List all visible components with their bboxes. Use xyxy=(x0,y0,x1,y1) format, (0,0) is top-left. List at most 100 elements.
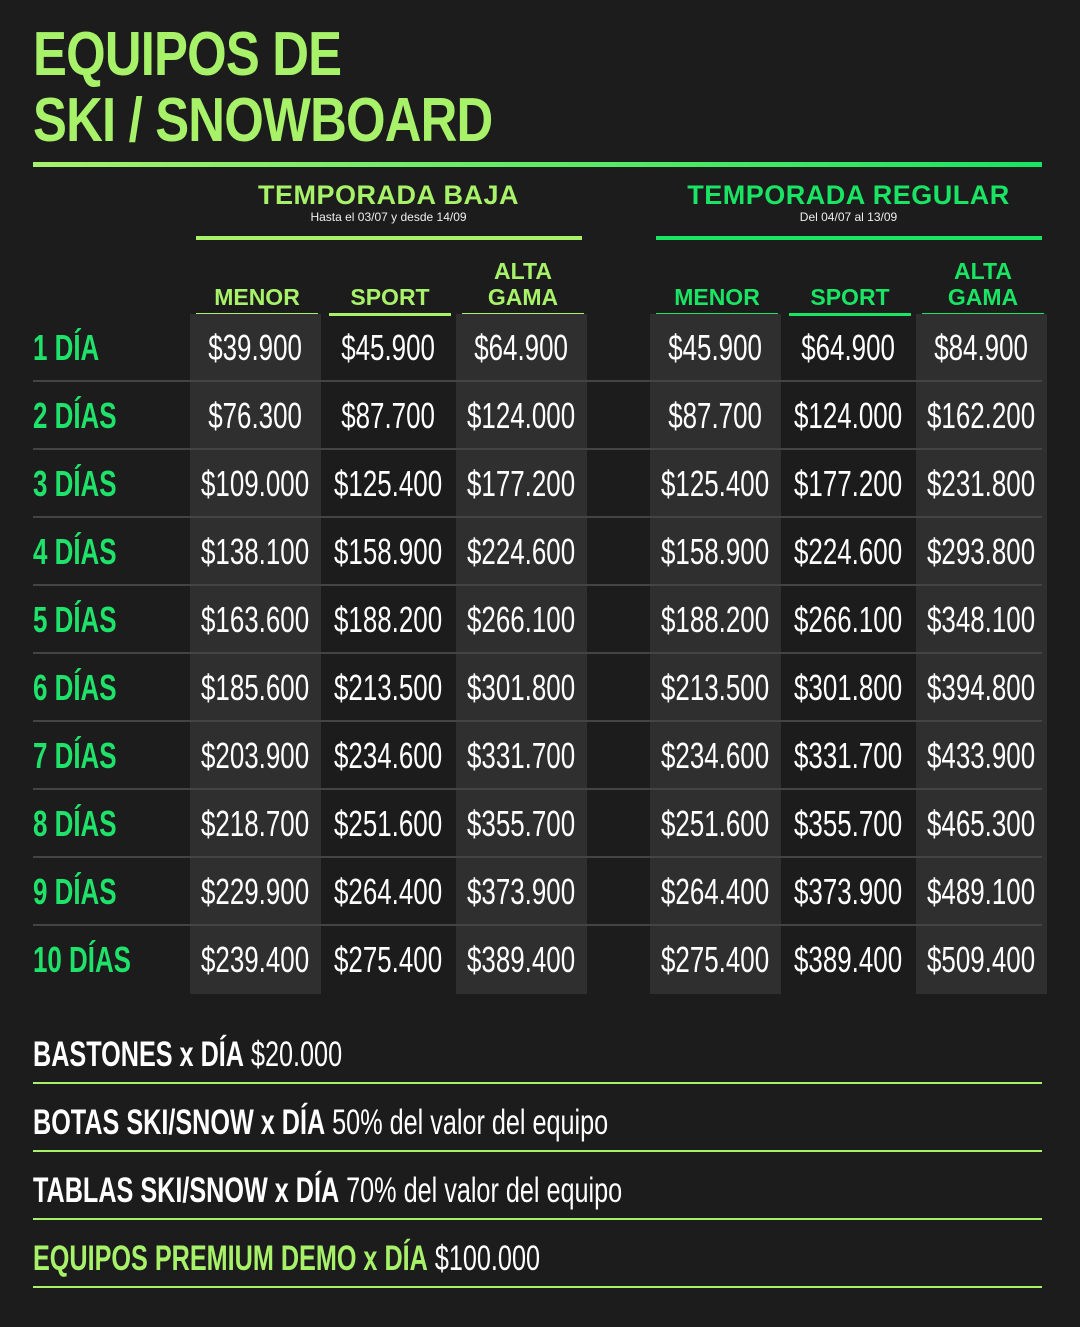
extra-item: EQUIPOS PREMIUM DEMO x DÍA $100.000 xyxy=(33,1234,737,1284)
row-label: 7 DÍAS xyxy=(33,722,149,790)
season-divider xyxy=(656,236,1042,240)
price-cell: $509.400 xyxy=(916,926,1047,994)
row-label: 5 DÍAS xyxy=(33,586,149,654)
column-header: ALTA GAMA xyxy=(487,258,559,310)
price-value: $275.400 xyxy=(334,939,443,980)
price-cell: $239.400 xyxy=(190,926,321,994)
title-line-2: SKI / SNOWBOARD xyxy=(33,86,493,155)
row-label: 1 DÍA xyxy=(33,314,125,382)
price-cell: $87.700 xyxy=(650,382,781,450)
row-label-text: 2 DÍAS xyxy=(33,395,117,436)
price-value: $264.400 xyxy=(661,871,770,912)
price-cell: $109.000 xyxy=(190,450,321,518)
price-cell: $373.900 xyxy=(783,858,914,926)
price-value: $87.700 xyxy=(341,395,436,436)
price-value: $239.400 xyxy=(201,939,310,980)
price-cell: $234.600 xyxy=(323,722,454,790)
price-value: $109.000 xyxy=(201,463,310,504)
price-cell: $45.900 xyxy=(323,314,454,382)
extra-text: BASTONES x DÍA $20.000 xyxy=(33,1035,342,1075)
price-value: $234.600 xyxy=(334,735,443,776)
price-cell: $348.100 xyxy=(916,586,1047,654)
price-cell: $177.200 xyxy=(456,450,587,518)
row-label: 9 DÍAS xyxy=(33,858,149,926)
price-cell: $394.800 xyxy=(916,654,1047,722)
extra-divider xyxy=(33,1218,1042,1220)
season-dates: Hasta el 03/07 y desde 14/09 xyxy=(310,210,467,224)
row-label: 8 DÍAS xyxy=(33,790,149,858)
season-name: TEMPORADA BAJA xyxy=(257,180,519,210)
extra-text: EQUIPOS PREMIUM DEMO x DÍA $100.000 xyxy=(33,1239,540,1279)
row-divider xyxy=(33,856,1042,858)
price-value: $124.000 xyxy=(467,395,576,436)
page-title: EQUIPOS DE SKI / SNOWBOARD xyxy=(33,22,593,154)
extra-item: TABLAS SKI/SNOW x DÍA 70% del valor del … xyxy=(33,1166,851,1216)
price-value: $125.400 xyxy=(334,463,443,504)
row-divider xyxy=(33,788,1042,790)
extra-value: $100.000 xyxy=(434,1239,540,1278)
price-cell: $218.700 xyxy=(190,790,321,858)
price-cell: $124.000 xyxy=(456,382,587,450)
price-cell: $373.900 xyxy=(456,858,587,926)
row-divider xyxy=(33,584,1042,586)
price-cell: $76.300 xyxy=(190,382,321,450)
column-header: MENOR xyxy=(214,284,300,310)
column-header: SPORT xyxy=(810,284,890,310)
price-value: $218.700 xyxy=(201,803,310,844)
price-value: $355.700 xyxy=(794,803,903,844)
column-header: MENOR xyxy=(674,284,760,310)
price-value: $509.400 xyxy=(927,939,1036,980)
price-value: $251.600 xyxy=(334,803,443,844)
extra-label: BOTAS SKI/SNOW x DÍA xyxy=(33,1103,326,1142)
price-value: $234.600 xyxy=(661,735,770,776)
extra-label: TABLAS SKI/SNOW x DÍA xyxy=(33,1171,340,1210)
price-value: $389.400 xyxy=(794,939,903,980)
price-value: $266.100 xyxy=(794,599,903,640)
price-value: $373.900 xyxy=(794,871,903,912)
row-label-text: 3 DÍAS xyxy=(33,463,117,504)
row-label: 2 DÍAS xyxy=(33,382,149,450)
price-value: $231.800 xyxy=(927,463,1036,504)
price-cell: $465.300 xyxy=(916,790,1047,858)
price-value: $293.800 xyxy=(927,531,1036,572)
price-value: $266.100 xyxy=(467,599,576,640)
price-value: $489.100 xyxy=(927,871,1036,912)
price-value: $158.900 xyxy=(661,531,770,572)
price-value: $87.700 xyxy=(668,395,763,436)
price-cell: $433.900 xyxy=(916,722,1047,790)
price-cell: $266.100 xyxy=(456,586,587,654)
extra-value: 70% del valor del equipo xyxy=(346,1171,623,1210)
price-cell: $301.800 xyxy=(783,654,914,722)
price-value: $45.900 xyxy=(668,327,763,368)
price-cell: $264.400 xyxy=(650,858,781,926)
price-value: $251.600 xyxy=(661,803,770,844)
season-dates: Del 04/07 al 13/09 xyxy=(799,210,898,224)
price-value: $39.900 xyxy=(208,327,303,368)
extra-label: BASTONES x DÍA xyxy=(33,1035,244,1074)
row-divider xyxy=(33,924,1042,926)
price-value: $224.600 xyxy=(467,531,576,572)
price-value: $373.900 xyxy=(467,871,576,912)
extra-divider xyxy=(33,1082,1042,1084)
price-cell: $203.900 xyxy=(190,722,321,790)
price-cell: $188.200 xyxy=(323,586,454,654)
price-value: $163.600 xyxy=(201,599,310,640)
price-cell: $213.500 xyxy=(323,654,454,722)
row-label-text: 5 DÍAS xyxy=(33,599,117,640)
price-value: $185.600 xyxy=(201,667,310,708)
price-cell: $275.400 xyxy=(323,926,454,994)
price-cell: $301.800 xyxy=(456,654,587,722)
row-label-text: 9 DÍAS xyxy=(33,871,117,912)
price-cell: $224.600 xyxy=(456,518,587,586)
row-label: 10 DÍAS xyxy=(33,926,169,994)
price-value: $229.900 xyxy=(201,871,310,912)
price-value: $331.700 xyxy=(794,735,903,776)
price-value: $394.800 xyxy=(927,667,1036,708)
price-cell: $229.900 xyxy=(190,858,321,926)
price-cell: $45.900 xyxy=(650,314,781,382)
price-cell: $331.700 xyxy=(456,722,587,790)
price-cell: $163.600 xyxy=(190,586,321,654)
price-value: $433.900 xyxy=(927,735,1036,776)
row-divider xyxy=(33,516,1042,518)
price-cell: $489.100 xyxy=(916,858,1047,926)
